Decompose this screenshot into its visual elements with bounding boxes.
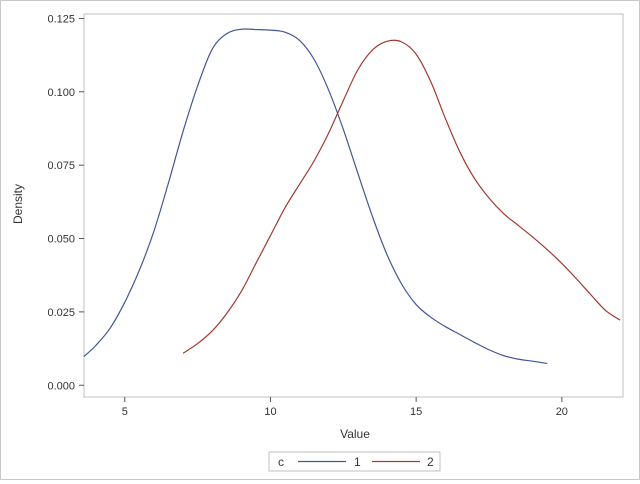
series-layer	[83, 28, 621, 365]
y-tick-label: 0.100	[47, 87, 75, 99]
tick-layer: 5 10 15 20 0.000 0.025 0.050 0.075 0.100 0.125	[47, 13, 567, 418]
plot-area	[83, 13, 624, 398]
legend-box	[268, 451, 441, 472]
x-tick-label: 10	[264, 406, 276, 418]
y-axis-label: Density	[11, 184, 25, 224]
y-tick-label: 0.025	[47, 307, 75, 319]
density-curve-series-2	[182, 39, 621, 354]
density-curve-series-1	[83, 28, 548, 365]
x-tick-label: 20	[556, 406, 568, 418]
x-tick-label: 15	[410, 406, 422, 418]
legend-title: c	[278, 455, 284, 469]
y-tick-label: 0.075	[47, 160, 75, 172]
legend-label-series-2: 2	[427, 455, 434, 469]
legend: c 1 2	[268, 451, 441, 472]
x-axis-label: Value	[340, 427, 370, 441]
legend-label-series-1: 1	[354, 455, 361, 469]
y-tick-label: 0.125	[47, 13, 75, 25]
x-tick-label: 5	[122, 406, 128, 418]
y-tick-label: 0.000	[47, 380, 75, 392]
y-tick-label: 0.050	[47, 234, 75, 246]
